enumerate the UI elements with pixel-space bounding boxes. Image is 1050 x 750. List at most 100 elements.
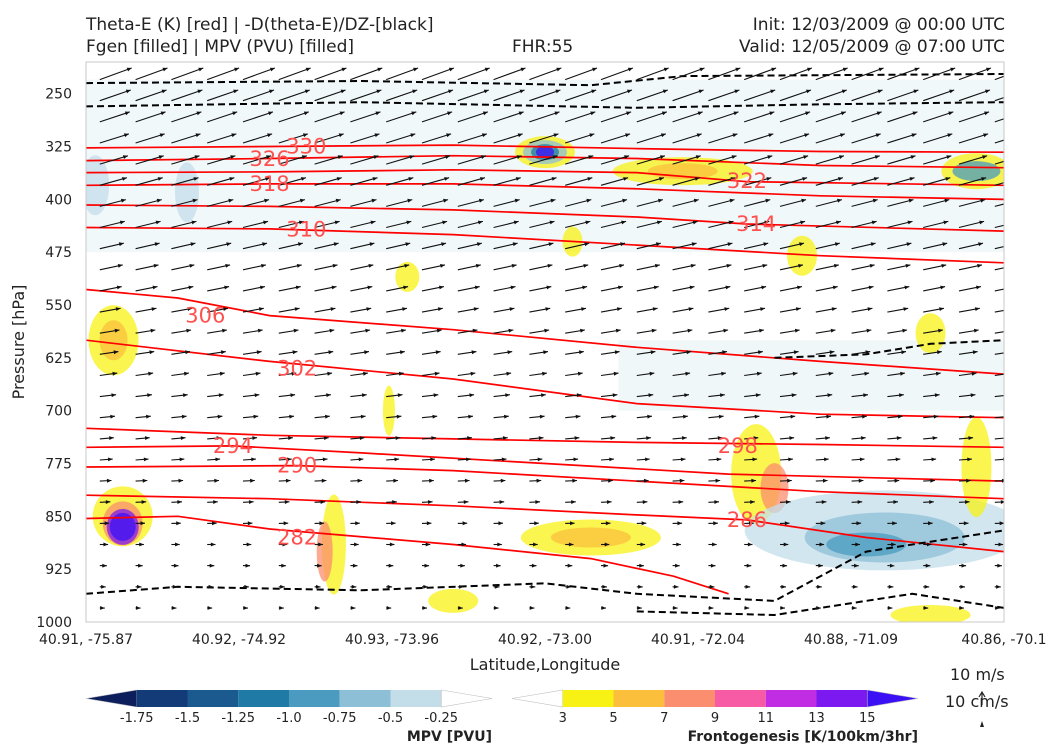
wind-vector-head [462, 521, 468, 526]
wind-vector-head [152, 285, 158, 290]
wind-vector-head [752, 457, 758, 462]
wind-vector-head [334, 220, 340, 225]
wind-vector [386, 155, 415, 165]
shaded-blob [316, 521, 333, 582]
wind-vector-head [332, 264, 338, 268]
wind-vector-head [781, 584, 786, 589]
wind-vector [386, 133, 416, 144]
wind-vector-head [913, 89, 919, 94]
wind-vector-head [261, 264, 266, 268]
wind-vector [278, 133, 309, 144]
wind-vector-head [1015, 221, 1020, 225]
wind-vector-head [326, 393, 331, 398]
wind-vector-head [395, 436, 401, 440]
wind-vector-head [497, 542, 502, 547]
wind-vector-head [658, 198, 663, 203]
wind-vector-head [624, 155, 630, 159]
wind-vector-head [938, 328, 943, 333]
wind-vector-head [785, 500, 791, 504]
wind-vector-head [923, 606, 929, 610]
wind-vector-head [899, 393, 904, 398]
wind-vector-head [834, 242, 840, 247]
wind-vector-head [230, 155, 236, 159]
y-axis-ticks: 250 325 400 475 550 625 700 775 850 925 1000 [36, 87, 72, 631]
wind-vector-head [566, 584, 572, 589]
wind-vector-head [410, 133, 416, 138]
wind-vector-head [1022, 68, 1027, 72]
wind-vector-head [499, 500, 505, 504]
theta-e-contour [86, 494, 1004, 553]
wind-vector [994, 203, 1004, 207]
wind-vector-head [903, 307, 909, 311]
wind-vector-head [464, 478, 470, 483]
wind-vector-head [288, 436, 293, 440]
shaded-blob [382, 385, 395, 436]
wind-vector-head [121, 177, 127, 181]
wind-vector-head [394, 457, 400, 462]
wind-vector-head [368, 264, 374, 268]
wind-vector-head [893, 500, 898, 504]
wind-vector-head [404, 264, 410, 268]
wind-vector-head [856, 521, 862, 526]
wind-vector [887, 133, 917, 144]
wind-vector [421, 111, 453, 123]
wind-vector-head [928, 521, 933, 526]
wind-vector-head [852, 584, 858, 589]
wind-vector [815, 111, 847, 123]
wind-vector-head [323, 436, 329, 440]
theta-e-contour-label: 302 [277, 356, 317, 380]
wind-vector-head [476, 242, 482, 247]
wind-vector-head [472, 328, 478, 333]
wind-vector [672, 155, 701, 165]
wind-vector-head [444, 177, 450, 181]
wind-vector-head [319, 521, 324, 526]
wind-vector-head [140, 521, 145, 526]
wind-vector-head [263, 220, 269, 225]
wind-vector-head [950, 67, 956, 72]
wind-vector-head [401, 328, 406, 333]
wind-vector-head [1009, 350, 1014, 354]
wind-vector-head [554, 111, 560, 116]
wind-vector-head [661, 111, 667, 116]
wind-vector [994, 224, 1004, 229]
wind-vector [457, 133, 488, 144]
wind-vector-head [102, 563, 107, 568]
wind-vector-head [339, 111, 345, 116]
wind-vector-head [888, 584, 894, 589]
wind-vector-head [220, 350, 226, 355]
shaded-blob [428, 588, 479, 613]
wind-vector [887, 89, 919, 102]
wind-vector-head [264, 198, 270, 203]
wind-vector-head [692, 220, 698, 225]
dz-contour [86, 101, 1004, 109]
wind-vector [242, 177, 271, 186]
theta-e-contour [86, 464, 1004, 500]
wind-vector [135, 111, 166, 123]
colorbar-tick-label: -1.75 [120, 711, 154, 726]
wind-vector-head [448, 67, 454, 72]
wind-vector-head [901, 350, 906, 355]
wind-vector-head [322, 457, 328, 462]
wind-vector-head [637, 606, 642, 610]
x-axis-ticks: 40.91, -75.87 40.92, -74.92 40.93, -73.96 4… [39, 632, 1047, 648]
wind-vector-head [837, 198, 842, 203]
wind-vector-head [510, 285, 516, 290]
wind-vector [242, 155, 272, 165]
wind-vector-head [283, 521, 289, 526]
wind-vector-head [474, 285, 480, 290]
wind-vector-head [104, 521, 110, 526]
wind-vector [529, 67, 562, 81]
wind-vector-head [959, 606, 964, 610]
wind-vector-head [764, 220, 770, 225]
wind-vector-head [443, 198, 449, 203]
wind-vector [171, 67, 204, 81]
wind-vector-head [148, 371, 154, 376]
wind-vector [314, 133, 344, 144]
wind-vector-head [228, 198, 234, 203]
wind-vector-head [971, 371, 977, 376]
wind-vector-head [269, 67, 275, 72]
wind-vector-head [126, 67, 132, 72]
shaded-blob [915, 313, 946, 354]
wind-vector [386, 89, 418, 102]
wind-vector-head [603, 563, 609, 568]
